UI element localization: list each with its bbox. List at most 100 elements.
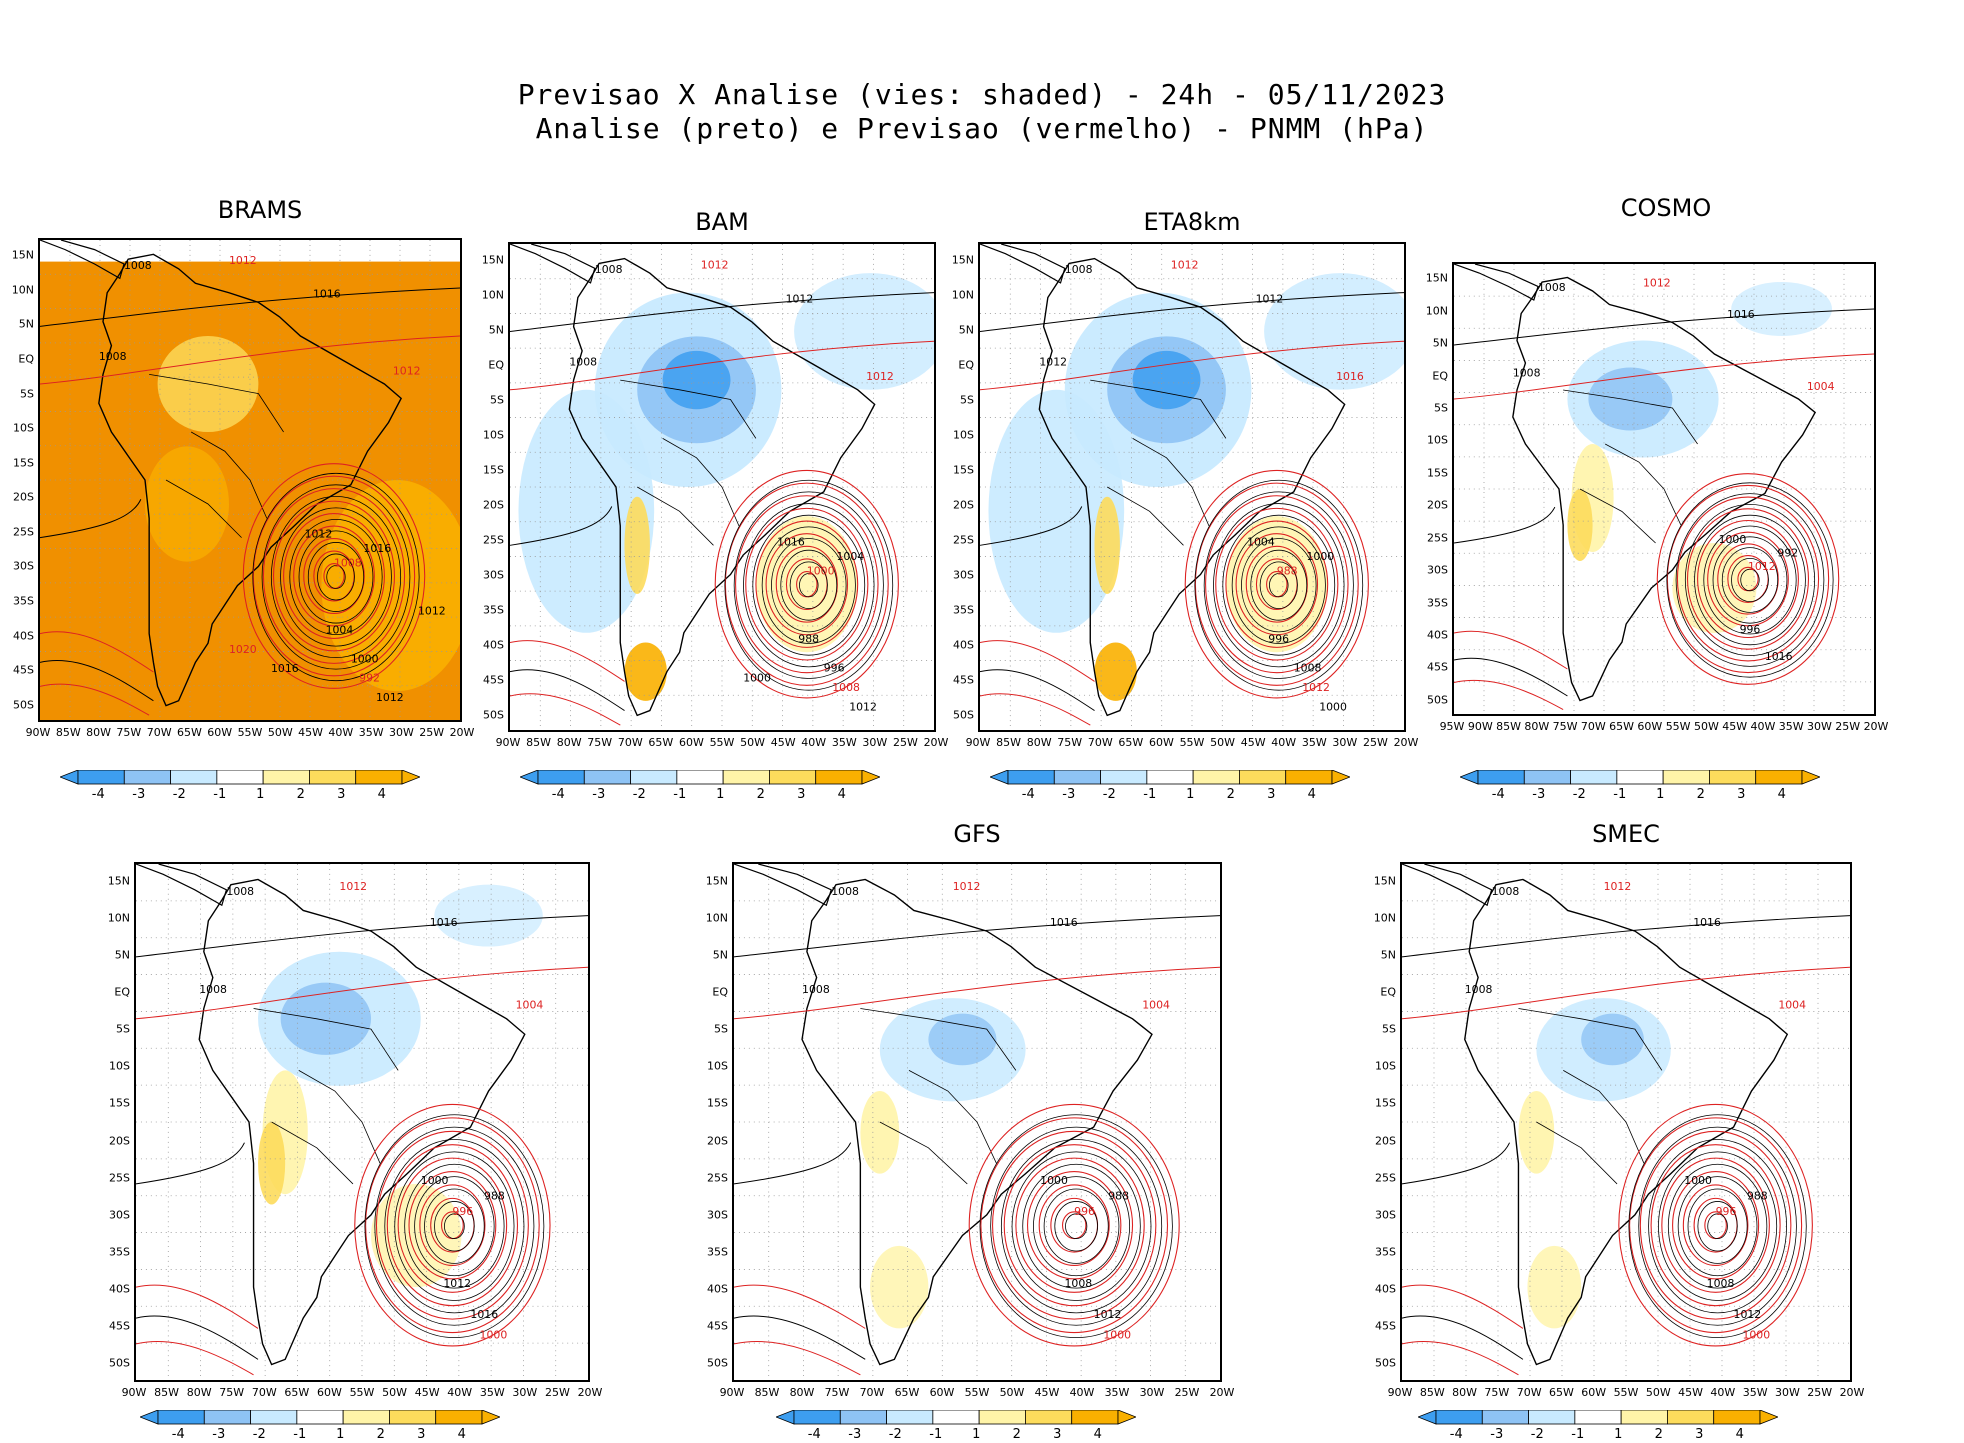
latitude-tick-label: 40S <box>13 629 34 643</box>
forecast-isobar <box>262 488 406 664</box>
latitude-tick-label: 30S <box>707 1208 728 1222</box>
isobar-label: 1008 <box>226 885 254 898</box>
latitude-tick-label: 15N <box>705 874 728 888</box>
latitude-tick-label: 30S <box>953 568 974 581</box>
analysis-isobar <box>1054 1201 1098 1252</box>
colorbar-left-arrow <box>520 770 539 785</box>
continent-outline <box>98 253 403 707</box>
longitude-tick-label: 20W <box>1209 1386 1235 1399</box>
isobar-label: 996 <box>1074 1205 1095 1218</box>
bias-area-negative <box>1264 273 1404 390</box>
colorbar-segment <box>932 1410 980 1425</box>
latitude-tick-label: 5S <box>960 393 974 406</box>
longitude-tick-label: 50W <box>382 1386 407 1399</box>
longitude-tick-label: 55W <box>1665 720 1691 733</box>
analysis-isobar <box>743 503 875 668</box>
colorbar-tick-label: -4 <box>1491 787 1505 802</box>
longitude-tick-label: 55W <box>1179 736 1205 749</box>
longitude-tick-label: 25W <box>1174 1386 1200 1399</box>
bias-area-negative <box>662 350 731 410</box>
colorbar-tick-label: 3 <box>417 1427 426 1442</box>
colorbar-tick-label: -4 <box>1449 1427 1463 1442</box>
forecast-isobar <box>419 1184 486 1266</box>
latitude-axis: 15N 10N 5N EQ 5S 10S 15S 20S 25S 30S 35S 40S 45S 50S <box>0 238 34 722</box>
longitude-tick-label: 35W <box>1301 736 1327 749</box>
longitude-tick-label: 70W <box>617 736 643 749</box>
colorbar-tick-label: 2 <box>1226 787 1235 802</box>
bias-area-positive <box>860 1091 900 1174</box>
latitude-tick-label: 35S <box>707 1245 728 1259</box>
longitude-tick-label: 90W <box>965 736 991 749</box>
colorbar-segment <box>1667 1410 1715 1425</box>
latitude-tick-label: 15S <box>483 463 504 476</box>
latitude-tick-label: 45S <box>109 1319 130 1333</box>
analysis-isobar <box>990 1126 1163 1326</box>
forecast-isobar <box>1666 484 1830 674</box>
colorbar-segment <box>1053 770 1101 785</box>
longitude-tick-label: 25W <box>419 726 445 739</box>
isobar-label: 1012 <box>229 254 257 267</box>
longitude-tick-label: 30W <box>862 736 888 749</box>
country-border <box>1536 1121 1618 1185</box>
latitude-tick-label: 40S <box>1375 1282 1396 1296</box>
isobar-label: 1020 <box>229 643 257 656</box>
colorbar-segment <box>216 770 264 785</box>
latitude-tick-label: 15N <box>1373 874 1396 888</box>
longitude-tick-label: 50W <box>1645 1386 1671 1399</box>
analysis-isobar <box>979 1114 1173 1339</box>
map-svg-unnamed: 1008 1012 1016 1008 1004 1000 988 996 1012 1016 10… <box>136 864 588 1380</box>
isobar <box>980 506 1083 546</box>
panel-title-brams: BRAMS <box>217 196 303 224</box>
analysis-isobar <box>1222 514 1336 656</box>
latitude-tick-label: 10N <box>1425 304 1448 318</box>
colorbar-segment <box>815 770 863 785</box>
bias-area-negative <box>434 884 543 947</box>
colorbar-right-arrow <box>1801 770 1820 785</box>
colorbar-right-arrow <box>481 1410 500 1425</box>
longitude-tick-label: 60W <box>1148 736 1174 749</box>
colorbar-eta <box>990 770 1350 786</box>
analysis-isobar <box>1721 547 1779 613</box>
bias-area-negative <box>1581 1013 1644 1066</box>
latitude-tick-label: 10S <box>13 421 34 435</box>
latitude-tick-label: 50S <box>483 708 504 721</box>
analysis-isobar <box>1269 573 1289 598</box>
longitude-tick-label: 65W <box>1548 1386 1574 1399</box>
longitude-tick-label: 65W <box>176 726 202 739</box>
bias-area-positive <box>624 496 650 594</box>
forecast-isobar <box>1717 543 1779 615</box>
analysis-isobar <box>1675 493 1825 667</box>
central-america-outline <box>980 244 1066 284</box>
isobar-label: 1008 <box>124 259 152 272</box>
longitude-tick-label: 60W <box>1637 720 1663 733</box>
longitude-tick-label: 80W <box>86 726 111 739</box>
colorbar-tick-label: 1 <box>972 1427 981 1442</box>
colorbar-segment <box>1477 770 1525 785</box>
isobar-label: 1000 <box>1684 1174 1712 1187</box>
colorbar-segment <box>1620 1410 1668 1425</box>
forecast-isobar <box>1697 519 1799 639</box>
analysis-isobar <box>761 526 856 644</box>
colorbar-tick-label: -2 <box>1572 787 1586 802</box>
forecast-isobar <box>765 533 849 636</box>
longitude-tick-label: 70W <box>859 1386 885 1399</box>
analysis-isobar <box>414 1176 495 1277</box>
isobar-label: 1012 <box>953 880 981 893</box>
country-border <box>1090 379 1227 439</box>
longitude-tick-label: 35W <box>831 736 857 749</box>
country-border <box>1563 389 1698 445</box>
latitude-tick-label: 15S <box>13 456 34 470</box>
colorbar-segment <box>342 1410 390 1425</box>
latitude-tick-label: 45S <box>1427 660 1448 674</box>
longitude-tick-label: 50W <box>999 1386 1025 1399</box>
country-border <box>253 1008 399 1071</box>
isobar-label: 1016 <box>1693 916 1721 929</box>
latitude-tick-label: 5S <box>116 1022 130 1036</box>
analysis-isobar <box>1011 1151 1141 1301</box>
isobar <box>980 292 1404 332</box>
colorbar-tick-label: 1 <box>1186 787 1195 802</box>
analysis-isobar <box>1667 1163 1768 1289</box>
isobar-label: 1008 <box>1465 983 1493 996</box>
latitude-tick-label: 50S <box>1427 693 1448 707</box>
isobar-label: 1000 <box>351 652 379 665</box>
